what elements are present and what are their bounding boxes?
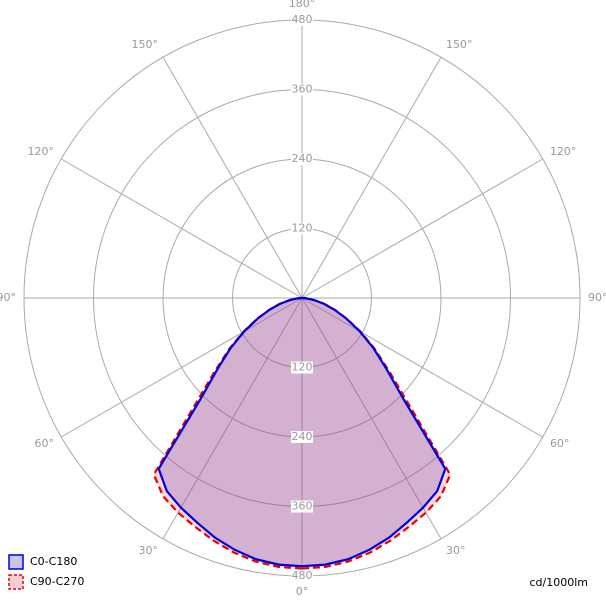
angle-label: 90°: [0, 291, 16, 304]
intensity-curve: [157, 296, 303, 568]
unit-label: cd/1000lm: [529, 576, 588, 589]
legend-label: C0-C180: [30, 555, 77, 568]
grid-spoke: [60, 158, 303, 299]
grid-spoke: [301, 297, 544, 438]
grid-spoke: [301, 158, 544, 299]
tick-label-bg: [291, 153, 313, 165]
grid-spoke: [301, 297, 442, 540]
tick-label-bg: [291, 570, 313, 582]
angle-label: 90°: [588, 291, 606, 304]
angle-label: 60°: [550, 437, 570, 450]
angle-label: 30°: [139, 544, 159, 557]
grid-spoke: [301, 56, 442, 299]
r-tick-label: 240: [292, 152, 313, 165]
angle-label: 120°: [550, 145, 577, 158]
grid-spoke: [60, 297, 303, 438]
r-tick-label: 360: [292, 500, 313, 513]
angle-label: 150°: [446, 38, 473, 51]
r-tick-label: 360: [292, 83, 313, 96]
grid-spoke: [162, 56, 303, 299]
angle-label: 120°: [28, 145, 55, 158]
angle-label: 30°: [446, 544, 466, 557]
angle-label: 150°: [132, 38, 159, 51]
intensity-curve: [301, 296, 447, 568]
intensity-area: [158, 298, 302, 567]
tick-label-bg: [291, 431, 313, 443]
legend-label: C90-C270: [30, 575, 84, 588]
angle-label: 60°: [35, 437, 55, 450]
tick-label-bg: [291, 222, 313, 235]
intensity-area: [302, 298, 446, 567]
tick-label-bg: [291, 83, 313, 96]
tick-label-bg: [291, 14, 313, 26]
r-tick-label: 480: [292, 13, 313, 26]
r-tick-label: 480: [292, 569, 313, 582]
r-tick-label: 120: [292, 361, 313, 374]
legend-swatch: [8, 554, 24, 570]
angle-label: 0°: [296, 585, 309, 598]
angle-label: 180°: [289, 0, 316, 10]
legend-swatch: [8, 574, 24, 590]
intensity-area: [302, 298, 451, 569]
intensity-area: [153, 298, 302, 569]
grid-spoke: [162, 297, 303, 540]
r-tick-label: 240: [292, 430, 313, 443]
tick-label-bg: [291, 361, 313, 374]
r-tick-label: 120: [292, 222, 313, 235]
tick-label-bg: [291, 500, 313, 513]
